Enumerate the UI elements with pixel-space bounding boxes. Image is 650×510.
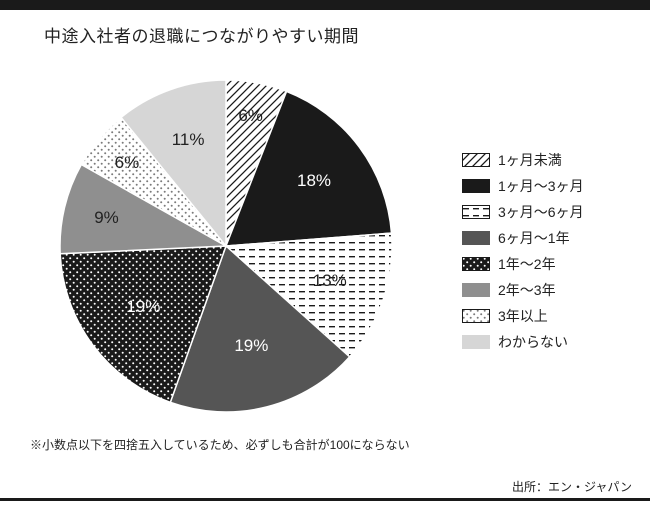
slice-value-label: 13% [313,271,347,291]
legend-swatch [462,283,490,297]
legend-label: 3ヶ月～6ヶ月 [498,202,584,222]
footnote: ※小数点以下を四捨五入しているため、必ずしも合計が100にならない [30,436,410,453]
legend-swatch [462,153,490,167]
pie-chart: 6% 18% 13% 19% 19% 9% 6% 11% [58,78,394,414]
legend-swatch [462,205,490,219]
legend-item: 1ヶ月未満 [462,150,584,170]
legend-label: 2年～3年 [498,280,556,300]
slice-value-label: 19% [234,336,268,356]
legend-swatch [462,335,490,349]
slice-value-label: 19% [126,297,160,317]
legend-label: 6ヶ月～1年 [498,228,570,248]
top-bar [0,0,650,10]
legend-item: 3ヶ月～6ヶ月 [462,202,584,222]
legend-label: 1ヶ月未満 [498,150,562,170]
legend-item: 1ヶ月～3ヶ月 [462,176,584,196]
legend-swatch [462,257,490,271]
legend-swatch [462,309,490,323]
legend-item: わからない [462,332,584,352]
legend: 1ヶ月未満 1ヶ月～3ヶ月 3ヶ月～6ヶ月 6ヶ月～1年 1年～2年 2年～3年 3年以上わ… [462,150,584,358]
legend-swatch [462,231,490,245]
pie-svg [58,78,394,414]
slice-value-label: 18% [297,171,331,191]
slice-value-label: 6% [115,153,140,173]
legend-label: わからない [498,332,568,352]
legend-item: 2年～3年 [462,280,584,300]
slice-value-label: 9% [94,208,119,228]
legend-label: 1ヶ月～3ヶ月 [498,176,584,196]
slice-value-label: 11% [172,130,205,150]
legend-item: 3年以上 [462,306,584,326]
legend-label: 3年以上 [498,306,548,326]
legend-swatch [462,179,490,193]
slice-value-label: 6% [238,106,263,126]
bottom-bar [0,498,650,501]
source-label: 出所：エン・ジャパン [512,478,632,495]
chart-title: 中途入社者の退職につながりやすい期間 [44,22,359,47]
legend-item: 1年～2年 [462,254,584,274]
legend-label: 1年～2年 [498,254,556,274]
legend-item: 6ヶ月～1年 [462,228,584,248]
